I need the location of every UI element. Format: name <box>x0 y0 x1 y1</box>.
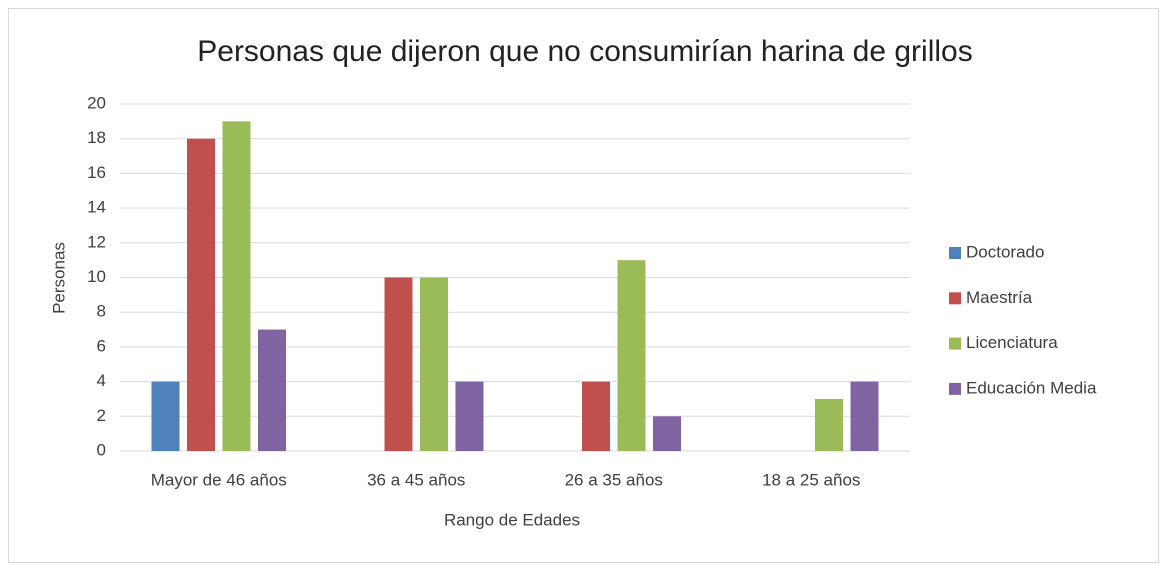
y-tick-label: 2 <box>97 406 106 425</box>
x-axis-label: Rango de Edades <box>444 510 580 529</box>
bar <box>151 381 180 451</box>
legend-label: Licenciatura <box>966 333 1058 352</box>
legend-swatch <box>949 247 961 259</box>
bar <box>384 277 413 451</box>
y-tick-label: 6 <box>97 336 106 355</box>
y-tick-label: 20 <box>87 93 106 112</box>
legend-swatch <box>949 337 961 350</box>
bar <box>187 138 215 451</box>
y-tick-label: 4 <box>97 371 106 390</box>
y-tick-label: 16 <box>87 163 106 182</box>
bar <box>815 398 843 451</box>
bar <box>617 260 646 451</box>
bar <box>455 381 484 451</box>
legend-swatch <box>949 382 961 395</box>
y-tick-label: 14 <box>87 198 106 217</box>
bar <box>222 121 251 451</box>
x-tick-label: 36 a 45 años <box>367 470 465 489</box>
bar <box>420 277 448 451</box>
bar <box>850 381 879 451</box>
legend-label: Educación Media <box>966 378 1097 397</box>
legend-label: Doctorado <box>966 242 1044 261</box>
y-axis-label: Personas <box>49 242 68 314</box>
bar <box>582 381 610 451</box>
x-tick-label: Mayor de 46 años <box>151 470 287 489</box>
legend-swatch <box>949 292 961 305</box>
chart-title: Personas que dijeron que no consumirían … <box>197 35 972 68</box>
bar <box>258 329 286 451</box>
y-tick-label: 12 <box>87 232 106 251</box>
legend-label: Maestría <box>966 288 1033 307</box>
y-tick-label: 0 <box>97 440 106 459</box>
bar <box>653 416 681 451</box>
y-tick-label: 18 <box>87 128 106 147</box>
x-tick-label: 18 a 25 años <box>762 470 860 489</box>
y-tick-label: 8 <box>97 302 106 321</box>
y-tick-label: 10 <box>87 267 106 286</box>
x-tick-label: 26 a 35 años <box>565 470 663 489</box>
